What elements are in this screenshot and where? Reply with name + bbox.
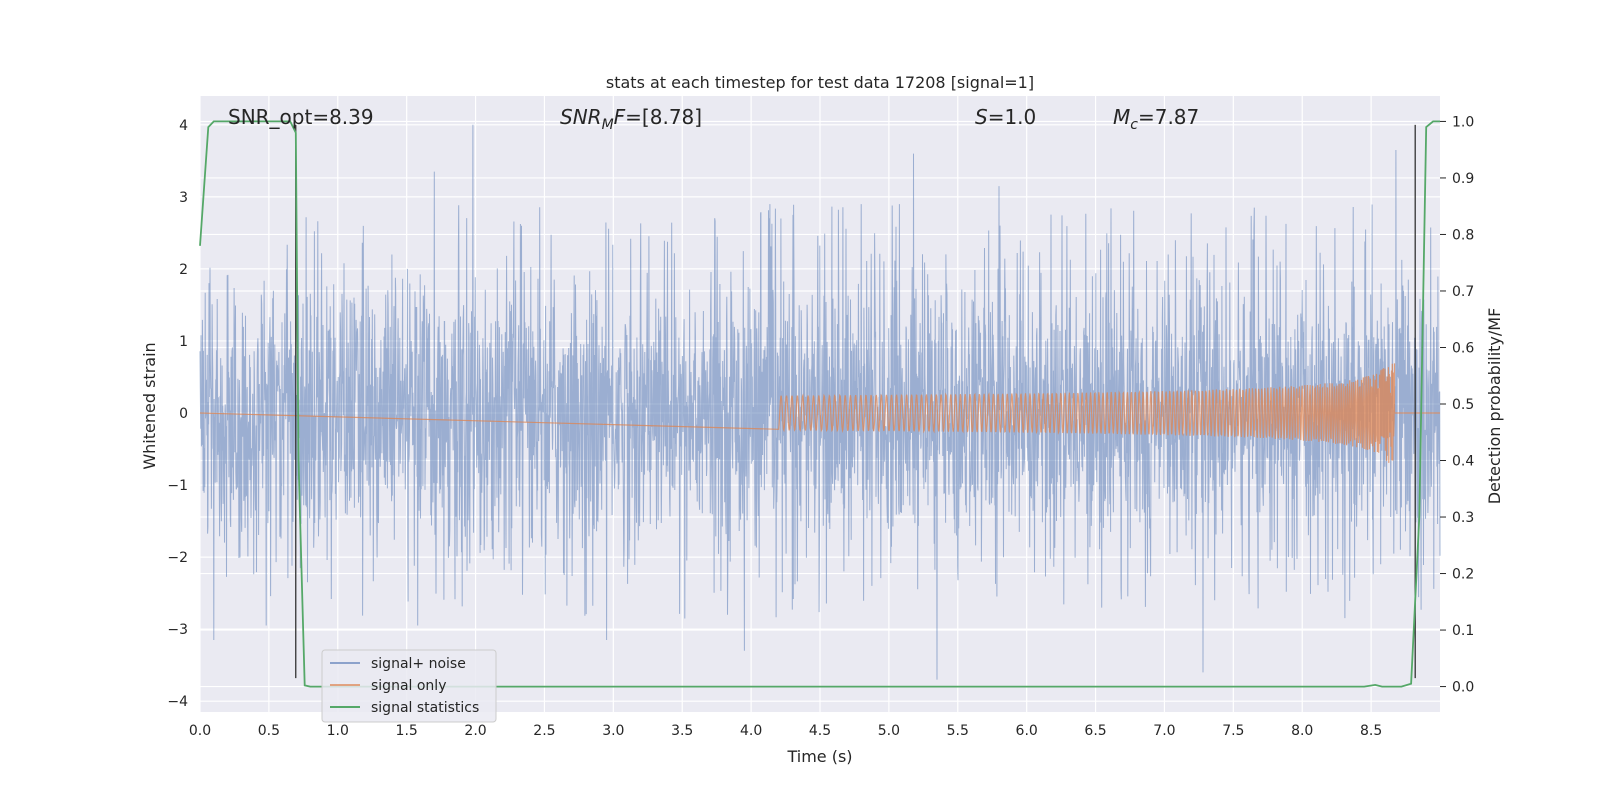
y2-tick-label: 0.1: [1452, 623, 1474, 639]
y2-tick-label: 0.2: [1452, 567, 1474, 583]
x-axis-label: Time (s): [786, 747, 852, 766]
x-tick-label: 0.5: [258, 723, 280, 739]
x-tick-label: 1.0: [327, 723, 349, 739]
signal-statistics-line: [199, 120, 1440, 688]
y2-tick-label: 0.9: [1452, 171, 1474, 187]
y2-tick-label: 0.5: [1452, 397, 1474, 413]
x-tick-label: 3.5: [671, 723, 693, 739]
x-tick-label: 6.5: [1084, 723, 1106, 739]
legend: signal+ noise signal only signal statist…: [321, 649, 497, 723]
annotation-snr-opt: SNR_opt=8.39: [228, 105, 374, 129]
y-tick-label: −2: [167, 550, 188, 566]
signal-only-series: [199, 363, 1440, 463]
x-tick-label: 2.5: [533, 723, 555, 739]
signal-statistics-series: [199, 120, 1440, 688]
y2-axis-label: Detection probability/MF: [1485, 308, 1504, 505]
x-tick-label: 7.0: [1153, 723, 1175, 739]
y2-tick-label: 1.0: [1452, 114, 1474, 130]
annotation-snr-mf: SNRMF=[8.78]: [560, 105, 702, 133]
y-axis-label: Whitened strain: [140, 342, 159, 469]
x-tick-label: 3.0: [602, 723, 624, 739]
x-tick-label: 8.5: [1360, 723, 1382, 739]
tick-labels: 0.0 0.5 1.0 1.5 2.0 2.5 3.0 3.5 4.0 4.5 5.0 5.5 6.0 6…: [167, 114, 1474, 739]
x-tick-label: 8.0: [1291, 723, 1313, 739]
x-tick-label: 4.5: [809, 723, 831, 739]
legend-label-signal-statistics: signal statistics: [371, 700, 479, 716]
y2-tick-label: 0.0: [1452, 680, 1474, 696]
y-tick-label: −4: [167, 694, 188, 710]
y2-tick-label: 0.6: [1452, 340, 1474, 356]
y2-tick-label: 0.7: [1452, 284, 1474, 300]
x-tick-label: 2.0: [464, 723, 486, 739]
x-tick-label: 6.0: [1016, 723, 1038, 739]
legend-label-signal-noise: signal+ noise: [371, 656, 466, 672]
x-tick-label: 5.0: [878, 723, 900, 739]
y-tick-label: 1: [179, 334, 188, 350]
y2-tick-label: 0.8: [1452, 227, 1474, 243]
y2-tick-label: 0.4: [1452, 454, 1474, 470]
y-tick-label: 0: [179, 406, 188, 422]
legend-label-signal-only: signal only: [371, 678, 446, 694]
y-tick-label: 3: [179, 190, 188, 206]
x-tick-label: 1.5: [396, 723, 418, 739]
legend-box: [321, 649, 497, 723]
x-tick-label: 7.5: [1222, 723, 1244, 739]
x-tick-label: 0.0: [189, 723, 211, 739]
y-tick-label: 2: [179, 262, 188, 278]
y-tick-label: −3: [167, 622, 188, 638]
x-tick-label: 5.5: [947, 723, 969, 739]
annotation-s: S=1.0: [975, 105, 1036, 129]
y2-tick-label: 0.3: [1452, 510, 1474, 526]
signal-only-line: [199, 363, 1440, 463]
y-tick-label: 4: [179, 118, 188, 134]
annotation-mc: Mc=7.87: [1113, 105, 1199, 133]
chart-title: stats at each timestep for test data 172…: [606, 73, 1034, 92]
x-tick-label: 4.0: [740, 723, 762, 739]
y-tick-label: −1: [167, 478, 188, 494]
